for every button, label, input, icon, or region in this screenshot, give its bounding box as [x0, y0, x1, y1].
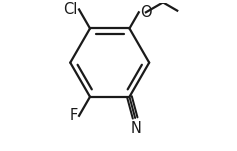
Text: N: N	[131, 121, 142, 136]
Text: Cl: Cl	[64, 2, 78, 17]
Text: F: F	[70, 108, 78, 123]
Text: O: O	[140, 5, 151, 20]
